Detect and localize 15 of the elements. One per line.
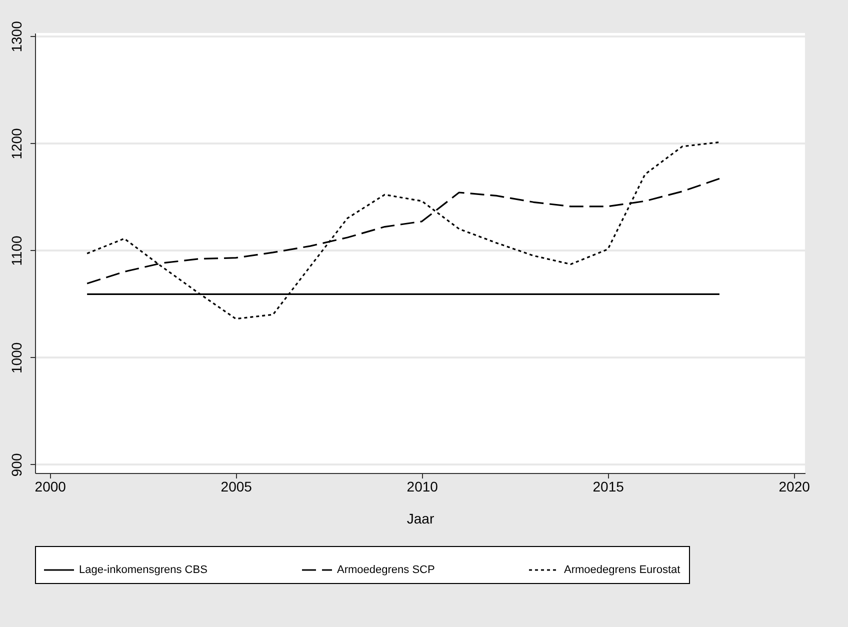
x-tick-label: 2005 [220, 478, 252, 494]
x-tick-label: 2000 [34, 478, 66, 494]
y-tick-label: 1300 [8, 20, 24, 52]
y-tick-label: 1200 [8, 128, 24, 160]
legend-label: Armoedegrens Eurostat [564, 564, 680, 576]
y-tick-label: 1100 [8, 236, 24, 266]
y-tick-label: 900 [8, 453, 24, 477]
legend-label: Armoedegrens SCP [337, 564, 435, 576]
x-tick-label: 2020 [778, 478, 810, 494]
line-series [86, 141, 720, 320]
x-tick-label: 2015 [592, 478, 624, 494]
legend-label: Lage-inkomensgrens CBS [79, 564, 208, 576]
x-axis-title: Jaar [406, 510, 434, 526]
x-tick-label: 2010 [406, 478, 438, 494]
y-tick-label: 1000 [8, 342, 24, 374]
